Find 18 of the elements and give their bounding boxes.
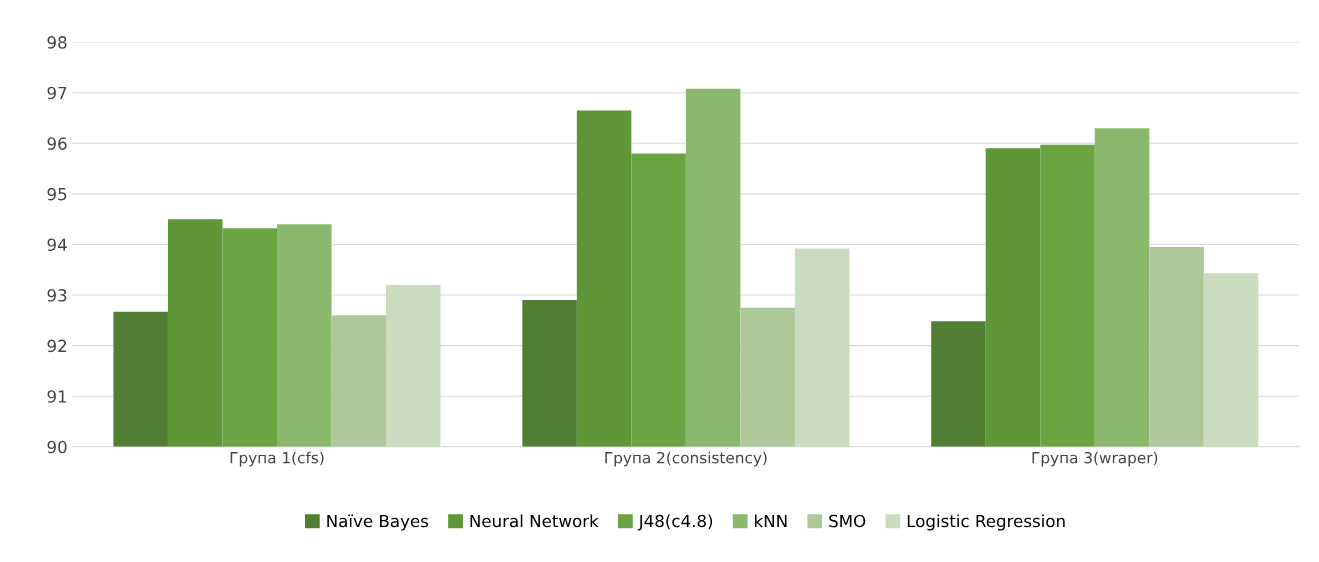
legend-label: kNN xyxy=(755,514,787,528)
y-tick-label: 92 xyxy=(47,339,67,353)
legend-label: Logistic Regression xyxy=(907,514,1065,531)
x-tick-label: Група 3(wraper) xyxy=(1032,451,1158,467)
y-tick-label: 96 xyxy=(47,137,67,150)
y-tick-label: 98 xyxy=(47,36,67,49)
y-tick-label: 93 xyxy=(47,289,67,302)
legend-label: SMO xyxy=(829,514,866,528)
y-tick-label: 91 xyxy=(47,390,67,403)
y-tick-label: 97 xyxy=(47,86,67,100)
x-tick-label: Група 1(cfs) xyxy=(230,451,324,467)
y-tick-label: 95 xyxy=(47,187,67,201)
y-tick-label: 90 xyxy=(47,440,67,454)
y-tick-label: 94 xyxy=(47,238,67,252)
legend-label: Neural Network xyxy=(470,514,599,528)
legend-label: Naïve Bayes xyxy=(327,514,429,531)
x-tick-label: Група 2(consistency) xyxy=(605,451,767,467)
legend-label: J48(c4.8) xyxy=(637,514,713,531)
